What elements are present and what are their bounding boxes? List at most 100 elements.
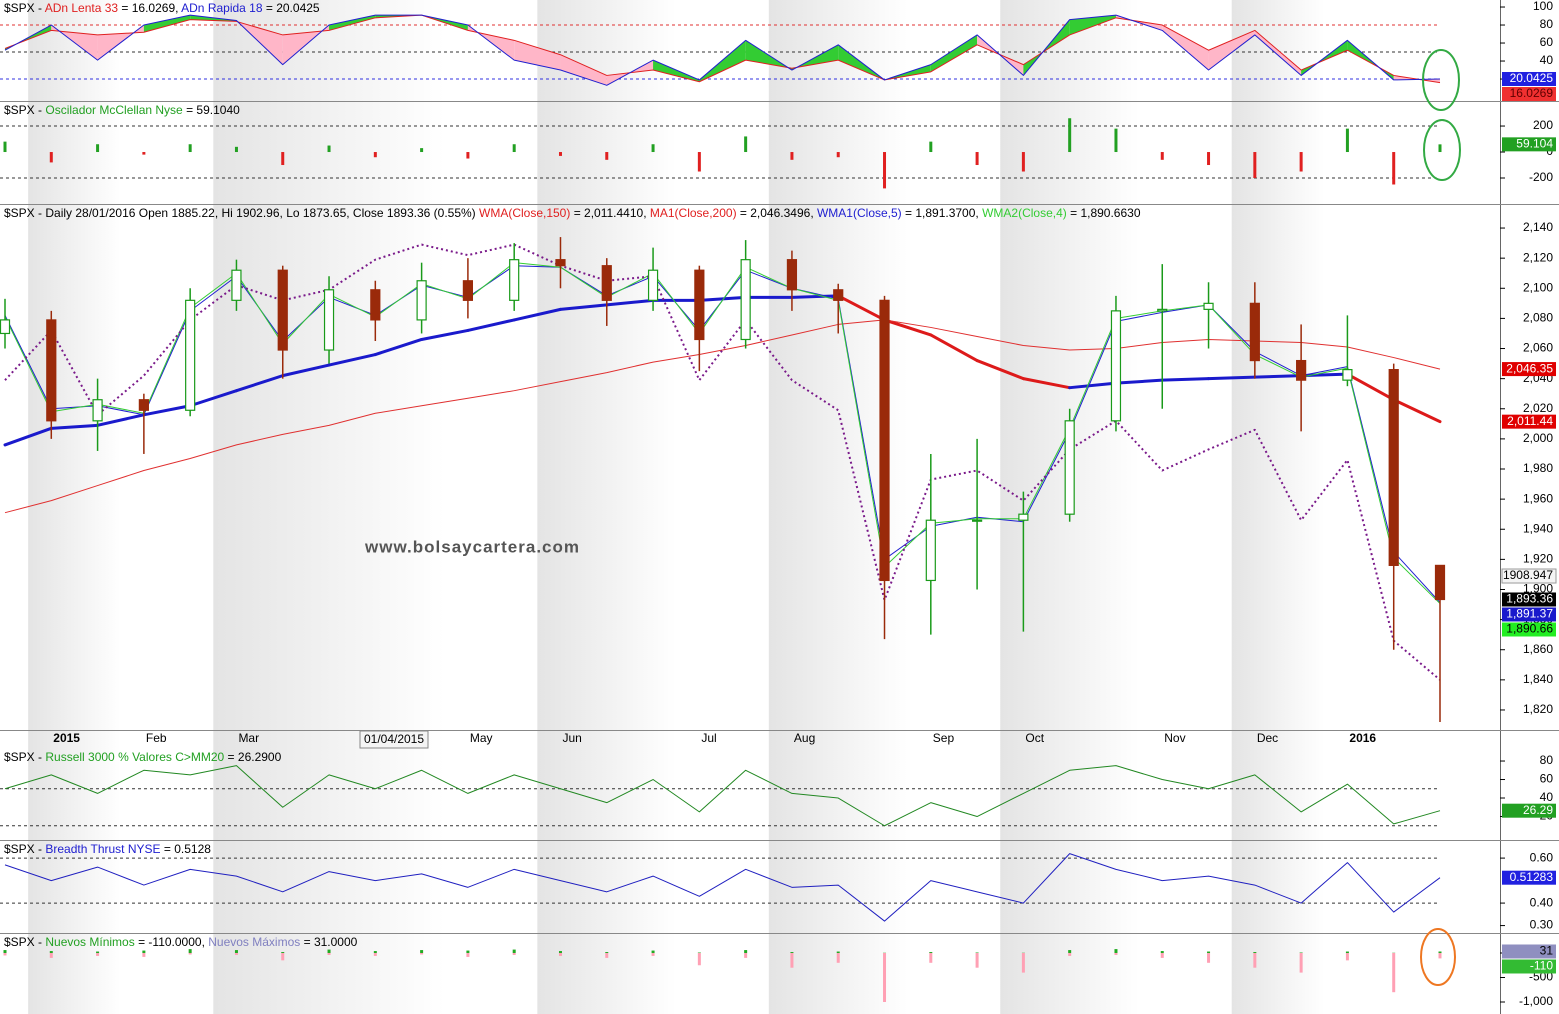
candle-body xyxy=(694,269,705,341)
candle-body xyxy=(1157,308,1168,312)
panel-title: $SPX - Daily 28/01/2016 Open 1885.22, Hi… xyxy=(4,206,1141,220)
series-line xyxy=(4,14,1441,86)
band-fill xyxy=(1208,30,1255,71)
title-part: Nuevos Mínimos xyxy=(45,935,134,949)
line-segment xyxy=(1114,378,1164,385)
candle-body xyxy=(555,259,566,267)
value-box xyxy=(1502,86,1556,101)
y-tick-label: 40 xyxy=(1540,790,1554,804)
x-tick-label: May xyxy=(470,731,493,745)
value-label: 1,890.66 xyxy=(1506,622,1553,636)
line-segment xyxy=(96,413,146,427)
watermark: www.bolsaycartera.com xyxy=(364,537,580,556)
x-tick-label: Sep xyxy=(933,731,955,745)
candle-body xyxy=(647,269,659,301)
title-part: = 59.1040 xyxy=(183,103,240,117)
band-fill xyxy=(329,15,376,31)
value-label: 0.51283 xyxy=(1510,870,1554,884)
y-tick-label: 1,920 xyxy=(1523,552,1553,566)
candle-body xyxy=(46,319,57,422)
title-part: WMA2(Close,4) xyxy=(982,206,1067,220)
value-box xyxy=(1502,944,1556,959)
y-tick-label: 200 xyxy=(1533,118,1553,132)
value-label: 59.104 xyxy=(1516,137,1553,151)
x-tick-label: Dec xyxy=(1257,731,1278,745)
candle-body xyxy=(1249,302,1260,362)
candle-body xyxy=(1203,302,1214,310)
title-part: = 1,890.6630 xyxy=(1067,206,1141,220)
value-box xyxy=(1502,803,1556,818)
candle-body xyxy=(231,269,242,301)
title-part: MA1(Close,200) xyxy=(650,206,737,220)
title-part: $SPX - xyxy=(4,842,45,856)
candle-body xyxy=(1388,369,1399,566)
line-segment xyxy=(1021,377,1072,390)
value-box xyxy=(1502,959,1556,974)
y-tick-label: 2,060 xyxy=(1523,341,1553,355)
candle-body xyxy=(0,319,11,335)
y-tick-label: 1,860 xyxy=(1523,642,1553,656)
month-band xyxy=(1231,0,1325,1014)
y-tick-label: 100 xyxy=(1533,0,1553,13)
title-part: $SPX - xyxy=(4,750,45,764)
panel-title: $SPX - Breadth Thrust NYSE = 0.5128 xyxy=(4,842,211,856)
candle-body xyxy=(1296,359,1307,381)
line-segment xyxy=(281,363,331,378)
candle-body xyxy=(740,259,751,341)
candle-body xyxy=(971,519,983,522)
candle-body xyxy=(1434,564,1446,601)
candle-body xyxy=(879,299,890,582)
y-tick-label: 1,940 xyxy=(1523,521,1553,535)
value-box xyxy=(1502,607,1556,622)
title-part: = 31.0000 xyxy=(300,935,357,949)
value-label: 1,891.37 xyxy=(1506,607,1553,621)
line-segment xyxy=(1392,398,1442,424)
title-part: = 2,011.4410, xyxy=(570,206,650,220)
title-part: Nuevos Máximos xyxy=(208,935,300,949)
band-fill xyxy=(1254,30,1302,76)
value-label: 26.29 xyxy=(1523,803,1553,817)
line-segment xyxy=(836,294,887,322)
line-segment xyxy=(1068,381,1118,390)
x-tick-label: 2016 xyxy=(1349,731,1376,745)
candle-body xyxy=(509,259,520,301)
highlight-circle xyxy=(1422,49,1460,111)
month-band xyxy=(28,0,121,1014)
line-segment xyxy=(790,294,840,299)
value-box xyxy=(1502,137,1556,152)
value-label: 2,046.35 xyxy=(1506,361,1553,375)
y-tick-label: 0.60 xyxy=(1530,850,1554,864)
title-part: ADn Rapida 18 xyxy=(181,1,263,15)
value-box xyxy=(1502,592,1556,607)
panel-title: $SPX - Oscilador McClellan Nyse = 59.104… xyxy=(4,103,240,117)
x-tick-label: Jun xyxy=(562,731,581,745)
title-part: $SPX - Daily 28/01/2016 Open 1885.22, Hi… xyxy=(4,206,479,220)
line-segment xyxy=(512,307,562,322)
candle-body xyxy=(833,289,844,301)
value-box xyxy=(1502,362,1556,377)
line-segment xyxy=(49,423,100,430)
value-label: 1,893.36 xyxy=(1506,592,1553,606)
value-box xyxy=(1501,568,1557,584)
value-label: 31 xyxy=(1540,944,1554,958)
candle-body xyxy=(925,519,936,582)
highlight-circle xyxy=(1420,928,1456,986)
x-tick-label: Nov xyxy=(1164,731,1185,745)
y-tick-label: 1,900 xyxy=(1523,582,1553,596)
value-box xyxy=(1502,71,1556,86)
line-segment xyxy=(558,303,609,311)
band-fill xyxy=(514,40,561,71)
x-tick-label: Jul xyxy=(701,731,716,745)
line-segment xyxy=(605,298,655,307)
title-part: WMA1(Close,5) xyxy=(817,206,902,220)
y-tick-label: -200 xyxy=(1529,170,1553,184)
line-segment xyxy=(327,353,377,367)
value-box xyxy=(1502,414,1556,429)
title-part: = 16.0269, xyxy=(118,1,181,15)
title-part: ADn Lenta 33 xyxy=(45,1,119,15)
series-line xyxy=(4,14,1441,84)
band-fill xyxy=(930,34,978,72)
